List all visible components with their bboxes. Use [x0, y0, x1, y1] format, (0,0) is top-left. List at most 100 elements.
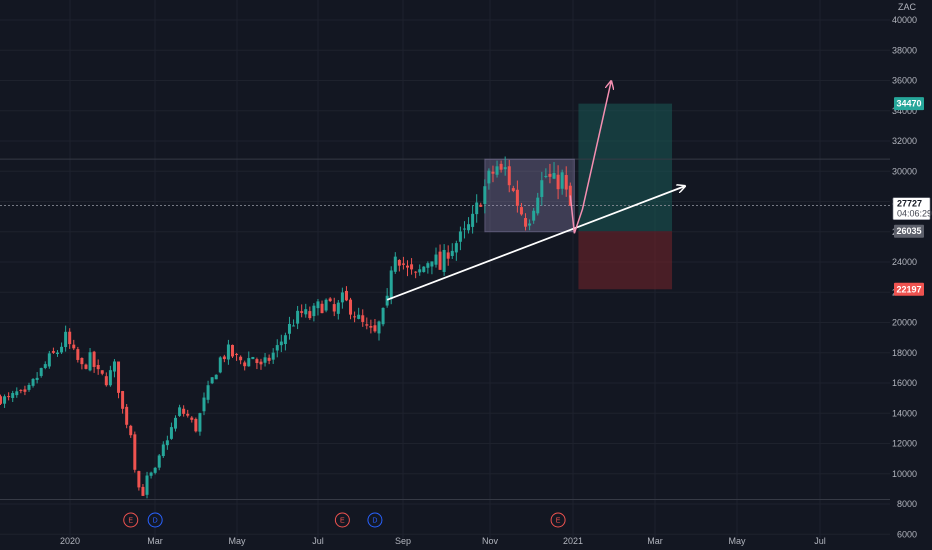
- projection-arrow[interactable]: [569, 82, 611, 234]
- y-tick-label: 38000: [892, 45, 917, 55]
- candle: [287, 316, 291, 340]
- y-tick-label: 16000: [892, 378, 917, 388]
- stop-price-badge: 22197: [894, 282, 924, 296]
- candle: [198, 412, 202, 436]
- y-tick-label: 8000: [897, 499, 917, 509]
- candle: [169, 422, 173, 440]
- y-tick-label: 12000: [892, 439, 917, 449]
- candle: [454, 240, 458, 261]
- x-tick-label: Sep: [395, 536, 411, 546]
- y-tick-label: 20000: [892, 318, 917, 328]
- candle: [499, 160, 503, 173]
- candle: [190, 416, 194, 423]
- x-tick-label: Jul: [312, 536, 324, 546]
- y-tick-label: 18000: [892, 348, 917, 358]
- earnings-marker[interactable]: E: [550, 512, 566, 528]
- candle: [255, 357, 259, 370]
- candle: [235, 352, 239, 361]
- candle: [373, 319, 377, 333]
- candle: [434, 247, 438, 268]
- candle: [511, 185, 515, 193]
- candle: [55, 350, 59, 357]
- target-price-badge: 34470: [894, 97, 924, 111]
- y-tick-label: 24000: [892, 257, 917, 267]
- x-tick-label: May: [728, 536, 746, 546]
- candle: [361, 309, 365, 327]
- candle: [560, 169, 564, 195]
- candle: [467, 217, 471, 234]
- svg-text:34470: 34470: [896, 99, 921, 109]
- y-axis[interactable]: ZAC 6000 8000 10000 12000 14000 16000 18000 2000…: [890, 0, 932, 550]
- candle: [149, 471, 153, 479]
- x-tick-label: Jul: [814, 536, 826, 546]
- candle: [60, 342, 64, 355]
- candle: [182, 405, 186, 417]
- candlestick-series: [0, 156, 572, 499]
- candle: [125, 404, 129, 429]
- x-tick-label: 2020: [60, 536, 80, 546]
- candle: [397, 259, 401, 272]
- candle: [446, 245, 450, 266]
- candle: [442, 244, 446, 276]
- dividend-marker[interactable]: D: [147, 512, 163, 528]
- candle: [401, 256, 405, 270]
- candle: [174, 415, 178, 432]
- candle: [19, 389, 23, 394]
- candle: [308, 306, 312, 320]
- candle: [259, 358, 263, 370]
- candle: [438, 244, 442, 270]
- candle: [430, 261, 434, 275]
- candle: [279, 334, 283, 353]
- candle: [564, 166, 568, 197]
- x-tick-label: Nov: [482, 536, 499, 546]
- candle: [251, 356, 255, 360]
- position-zones: [578, 103, 673, 290]
- candle: [194, 417, 198, 433]
- candle: [410, 258, 414, 275]
- candle: [129, 424, 133, 438]
- target-zone: [578, 103, 673, 232]
- candle: [528, 219, 532, 231]
- candle: [7, 392, 11, 401]
- candle: [230, 344, 234, 358]
- candle: [157, 453, 161, 471]
- y-tick-label: 30000: [892, 166, 917, 176]
- candle: [96, 359, 100, 375]
- earnings-marker[interactable]: E: [123, 512, 139, 528]
- x-tick-label: Mar: [647, 536, 663, 546]
- candle: [243, 360, 247, 371]
- candle: [72, 339, 76, 351]
- svg-text:D: D: [372, 518, 377, 525]
- currency-label: ZAC: [898, 2, 917, 12]
- candle: [393, 252, 397, 274]
- candle: [186, 409, 190, 418]
- candle: [532, 207, 536, 224]
- candle: [324, 298, 328, 313]
- trendline-arrow[interactable]: [386, 186, 684, 301]
- candle: [43, 361, 47, 370]
- candle: [495, 160, 499, 178]
- dividend-marker[interactable]: D: [367, 512, 383, 528]
- x-tick-label: Mar: [147, 536, 163, 546]
- earnings-marker[interactable]: E: [334, 512, 350, 528]
- candle: [332, 297, 336, 317]
- y-tick-label: 10000: [892, 469, 917, 479]
- candle: [263, 352, 267, 367]
- candle: [80, 357, 84, 370]
- svg-text:E: E: [340, 518, 345, 525]
- candle: [336, 300, 340, 320]
- candle: [316, 298, 320, 316]
- drawing-tools[interactable]: [386, 82, 684, 301]
- candle: [283, 332, 287, 351]
- candle: [145, 471, 149, 499]
- candle: [112, 359, 116, 378]
- candle: [483, 179, 487, 214]
- candle: [271, 348, 275, 364]
- candle: [475, 194, 479, 223]
- candle: [226, 339, 230, 365]
- candle: [31, 378, 35, 388]
- candle: [92, 350, 96, 373]
